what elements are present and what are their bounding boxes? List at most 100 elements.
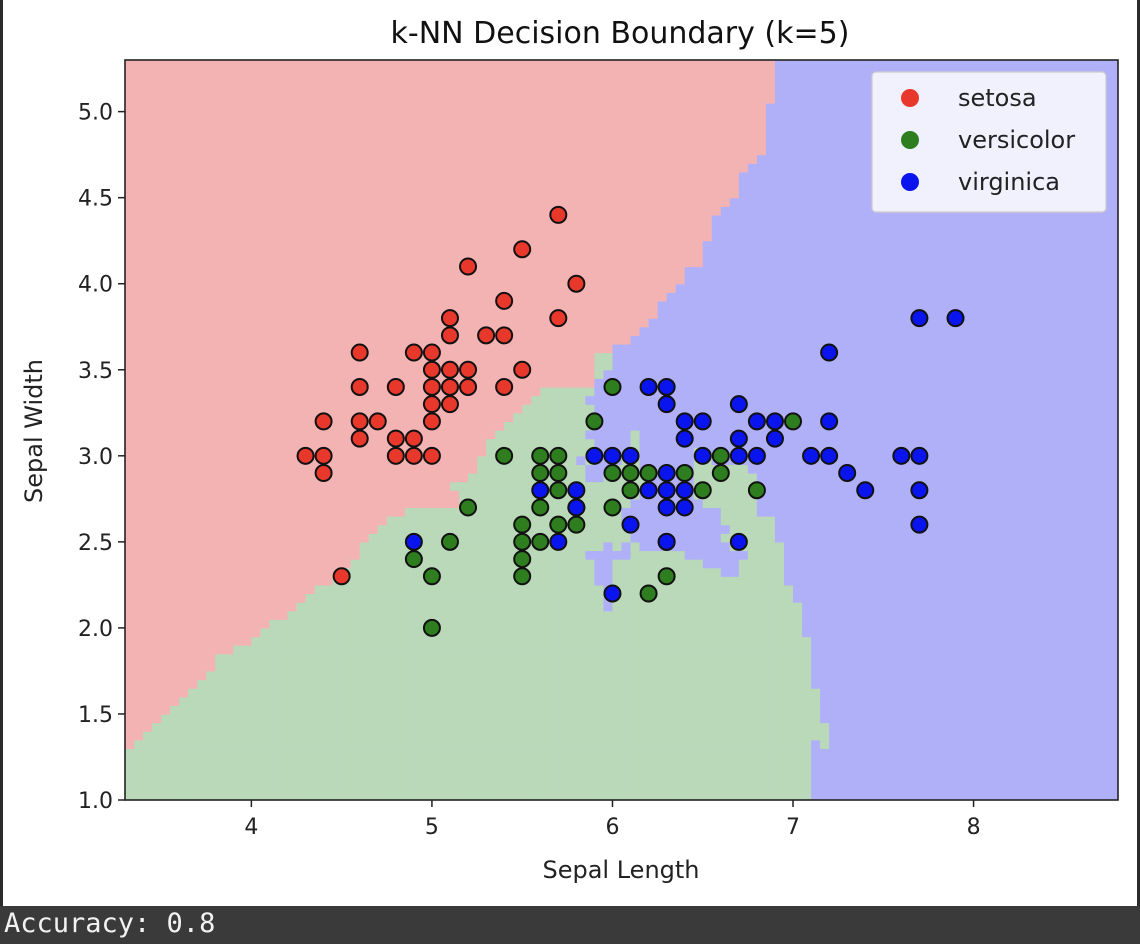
region-cell-setosa: [125, 257, 135, 268]
region-cell-setosa: [323, 438, 334, 448]
region-cell-versicolor: [603, 705, 614, 715]
region-cell-setosa: [125, 214, 135, 225]
region-cell-setosa: [224, 584, 234, 595]
region-cell-versicolor: [585, 516, 596, 526]
region-cell-versicolor: [368, 567, 379, 577]
region-cell-versicolor: [431, 550, 442, 560]
region-cell-setosa: [468, 68, 478, 78]
region-cell-setosa: [531, 369, 541, 379]
region-cell-setosa: [206, 223, 216, 233]
region-cell-setosa: [558, 257, 568, 268]
region-cell-setosa: [188, 670, 198, 681]
region-cell-versicolor: [422, 584, 433, 595]
region-cell-setosa: [233, 619, 243, 629]
region-cell-versicolor: [459, 576, 469, 586]
region-cell-versicolor: [576, 576, 586, 586]
region-cell-versicolor: [278, 645, 289, 655]
region-cell-versicolor: [332, 645, 343, 655]
region-cell-setosa: [576, 120, 586, 130]
region-cell-setosa: [477, 266, 487, 276]
region-cell-setosa: [576, 128, 586, 139]
region-cell-setosa: [576, 171, 586, 182]
region-cell-setosa: [359, 197, 370, 207]
region-cell-setosa: [206, 593, 216, 603]
region-cell-setosa: [513, 128, 523, 139]
frame-border-right: [1137, 0, 1140, 906]
region-cell-setosa: [278, 455, 289, 466]
region-cell-setosa: [323, 206, 334, 216]
region-cell-versicolor: [431, 731, 442, 741]
region-cell-setosa: [359, 111, 370, 121]
region-cell-versicolor: [477, 490, 487, 500]
region-cell-setosa: [161, 688, 171, 698]
region-cell-setosa: [603, 326, 614, 336]
region-cell-setosa: [486, 85, 496, 96]
region-cell-setosa: [260, 232, 271, 242]
region-cell-setosa: [341, 516, 352, 526]
region-cell-setosa: [612, 326, 623, 336]
region-cell-setosa: [404, 275, 415, 285]
region-cell-versicolor: [468, 748, 478, 758]
region-cell-versicolor: [305, 731, 316, 741]
region-cell-setosa: [170, 481, 180, 491]
region-cell-versicolor: [386, 696, 397, 706]
region-cell-setosa: [422, 275, 433, 285]
region-cell-setosa: [594, 85, 605, 96]
region-cell-setosa: [495, 171, 505, 182]
region-cell-versicolor: [513, 421, 523, 431]
region-cell-setosa: [513, 257, 523, 268]
region-cell-setosa: [359, 120, 370, 130]
region-cell-setosa: [621, 275, 632, 285]
region-cell-versicolor: [278, 705, 289, 715]
region-cell-setosa: [224, 223, 234, 233]
region-cell-setosa: [242, 378, 252, 388]
region-cell-versicolor: [431, 533, 442, 543]
region-cell-setosa: [269, 584, 280, 595]
region-cell-versicolor: [359, 602, 370, 612]
region-cell-setosa: [134, 171, 144, 182]
region-cell-versicolor: [531, 696, 541, 706]
region-cell-setosa: [594, 77, 605, 87]
region-cell-setosa: [251, 60, 262, 70]
region-cell-versicolor: [513, 748, 523, 758]
region-cell-versicolor: [612, 533, 623, 543]
region-cell-virginica: [621, 395, 632, 405]
region-cell-versicolor: [440, 662, 451, 672]
region-cell-versicolor: [449, 584, 460, 595]
region-cell-versicolor: [431, 688, 442, 698]
region-cell-setosa: [143, 447, 153, 457]
region-cell-versicolor: [549, 593, 559, 603]
region-cell-versicolor: [440, 584, 451, 595]
region-cell-setosa: [260, 300, 271, 311]
region-cell-setosa: [161, 670, 171, 681]
region-cell-setosa: [341, 421, 352, 431]
region-cell-setosa: [332, 223, 343, 233]
region-cell-setosa: [215, 206, 225, 216]
region-cell-setosa: [459, 85, 469, 96]
region-cell-versicolor: [468, 688, 478, 698]
region-cell-setosa: [368, 430, 379, 440]
region-cell-versicolor: [350, 593, 361, 603]
region-cell-setosa: [368, 146, 379, 156]
region-cell-virginica: [594, 576, 605, 586]
region-cell-versicolor: [468, 739, 478, 749]
region-cell-versicolor: [260, 679, 271, 689]
region-cell-versicolor: [206, 791, 216, 800]
region-cell-setosa: [278, 189, 289, 199]
region-cell-setosa: [459, 171, 469, 182]
region-cell-versicolor: [359, 567, 370, 577]
region-cell-setosa: [603, 171, 614, 182]
region-cell-setosa: [143, 688, 153, 698]
region-cell-versicolor: [522, 645, 532, 655]
region-cell-setosa: [314, 68, 325, 78]
region-cell-setosa: [431, 266, 442, 276]
region-cell-versicolor: [341, 593, 352, 603]
region-cell-setosa: [233, 197, 243, 207]
region-cell-setosa: [440, 171, 451, 182]
region-cell-setosa: [278, 266, 289, 276]
region-cell-setosa: [170, 292, 180, 302]
region-cell-setosa: [332, 128, 343, 139]
region-cell-setosa: [215, 584, 225, 595]
region-cell-setosa: [477, 120, 487, 130]
region-cell-setosa: [468, 283, 478, 293]
